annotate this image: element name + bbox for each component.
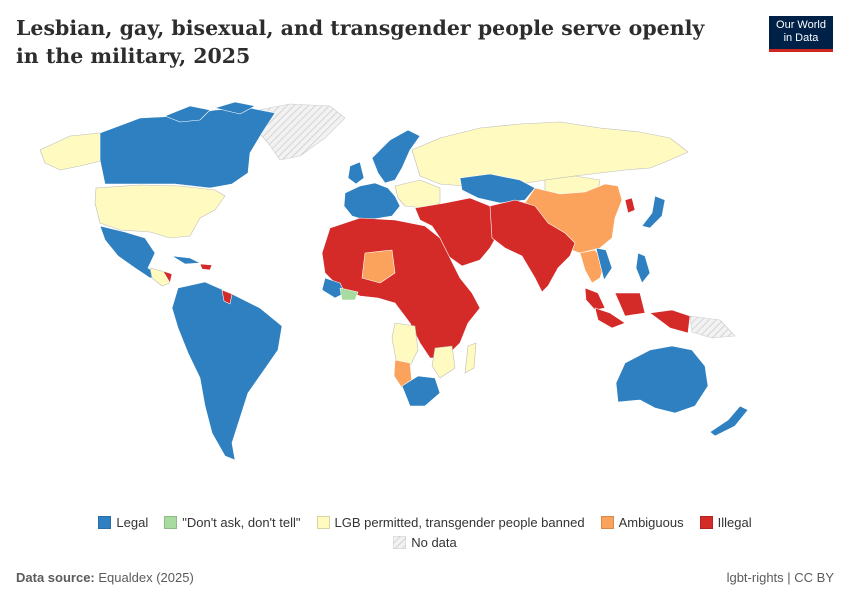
region-western-europe[interactable]: [343, 182, 401, 221]
map-legend: Legal "Don't ask, don't tell" LGB permit…: [0, 512, 850, 552]
world-map: [39, 101, 749, 461]
region-eastern-europe[interactable]: [394, 179, 441, 209]
region-japan[interactable]: [641, 195, 666, 229]
region-vietnam[interactable]: [595, 247, 613, 281]
region-scandinavia[interactable]: [371, 129, 421, 184]
logo-line-1: Our World: [776, 19, 826, 31]
chart-title: Lesbian, gay, bisexual, and transgender …: [16, 16, 705, 68]
legend-swatch: [98, 515, 112, 529]
region-canada-islands[interactable]: [164, 101, 256, 123]
legend-label: LGB permitted, transgender people banned: [334, 514, 585, 530]
region-nicaragua[interactable]: [162, 270, 173, 284]
legend-item-ambiguous[interactable]: Ambiguous: [600, 514, 684, 530]
region-south-africa[interactable]: [401, 375, 441, 407]
legend-label: Ambiguous: [618, 514, 684, 530]
region-philippines[interactable]: [635, 252, 651, 284]
legend-item-illegal[interactable]: Illegal: [699, 514, 752, 530]
region-guyana-suriname[interactable]: [221, 289, 233, 305]
region-sahel[interactable]: [361, 249, 396, 284]
legend-row-1: Legal "Don't ask, don't tell" LGB permit…: [0, 512, 850, 532]
legend-swatch: [600, 515, 614, 529]
region-turkey-middle-east[interactable]: [414, 197, 506, 267]
legend-item-dadt[interactable]: "Don't ask, don't tell": [164, 514, 301, 530]
legend-item-nodata[interactable]: No data: [393, 535, 457, 550]
region-north-korea[interactable]: [624, 197, 636, 214]
region-south-asia[interactable]: [489, 199, 576, 293]
region-madagascar[interactable]: [464, 342, 477, 374]
region-usa[interactable]: [94, 184, 226, 239]
region-west-africa-legal[interactable]: [321, 277, 346, 299]
region-australia[interactable]: [615, 345, 709, 414]
region-central-africa-lgb[interactable]: [391, 322, 419, 367]
legend-row-2: No data: [0, 532, 850, 552]
legend-label: Legal: [116, 514, 149, 530]
region-papua[interactable]: [689, 315, 736, 339]
legend-item-legal[interactable]: Legal: [98, 515, 148, 530]
region-south-america[interactable]: [171, 281, 283, 461]
region-russia[interactable]: [411, 121, 689, 187]
legend-swatch: [164, 515, 178, 529]
owid-logo[interactable]: Our World in Data: [769, 16, 833, 52]
source-label: Data source:: [16, 570, 95, 585]
legend-item-lgb[interactable]: LGB permitted, transgender people banned: [316, 514, 585, 530]
region-indonesia[interactable]: [594, 292, 691, 334]
region-new-zealand[interactable]: [709, 405, 749, 437]
region-uk[interactable]: [347, 161, 365, 185]
region-greenland[interactable]: [254, 103, 346, 161]
legend-swatch: [316, 515, 330, 529]
legend-swatch-hatched: [393, 535, 407, 549]
region-malaysia[interactable]: [584, 287, 606, 311]
source-value[interactable]: Equaldex (2025): [98, 570, 194, 585]
region-kazakhstan[interactable]: [459, 173, 536, 204]
legend-swatch: [699, 515, 713, 529]
legend-label: No data: [411, 534, 457, 550]
logo-line-2: in Data: [783, 32, 819, 44]
region-west-africa-dadt[interactable]: [339, 287, 359, 301]
region-caribbean[interactable]: [199, 263, 213, 271]
legend-label: Illegal: [717, 514, 752, 530]
data-source: Data source: Equaldex (2025): [16, 570, 194, 585]
legend-label: "Don't ask, don't tell": [182, 514, 301, 530]
footer-tags[interactable]: lgbt-rights | CC BY: [726, 570, 834, 585]
region-east-africa-lgb[interactable]: [431, 345, 456, 379]
region-cuba[interactable]: [171, 255, 201, 265]
